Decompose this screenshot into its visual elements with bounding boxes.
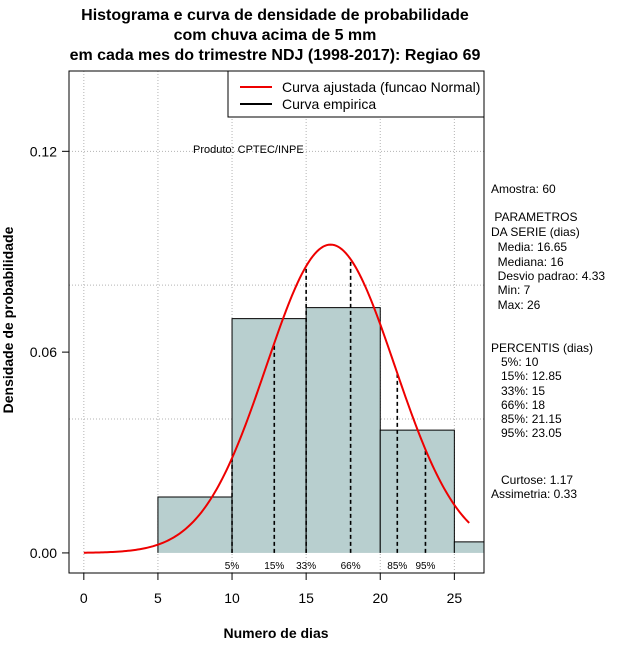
histogram-bar (380, 430, 455, 553)
stat-p5: 5%: 10 (491, 355, 539, 369)
x-tick-label: 25 (447, 590, 463, 606)
legend: Curva ajustada (funcao Normal) Curva emp… (227, 70, 485, 118)
percentile-label: 15% (264, 561, 284, 572)
product-label: Produto: CPTEC/INPE (193, 144, 304, 156)
stat-media: Media: 16.65 (491, 240, 568, 254)
x-tick-label: 15 (298, 590, 314, 606)
stat-min: Min: 7 (491, 283, 531, 297)
chart-title-line-1: Histograma e curva de densidade de proba… (81, 7, 469, 24)
percentile-lines-layer: 5% 15% 33% 66% 85% 95% (225, 259, 436, 572)
x-tick-label: 0 (80, 590, 88, 606)
histogram-bar (454, 541, 484, 553)
stat-assimetria: Assimetria: 0.33 (491, 487, 578, 501)
legend-box (227, 70, 485, 118)
stat-p95: 95%: 23.05 (491, 426, 562, 440)
histogram-bar (306, 307, 381, 553)
stat-parametros-header-2: DA SERIE (dias) (491, 225, 580, 239)
y-tick-label: 0.00 (30, 545, 57, 561)
stat-curtose: Curtose: 1.17 (491, 473, 574, 487)
stat-p66: 66%: 18 (491, 398, 546, 412)
histogram-bar (157, 497, 233, 553)
stat-max: Max: 26 (491, 298, 541, 312)
legend-label-fitted: Curva ajustada (funcao Normal) (282, 79, 480, 95)
legend-label-empirical: Curva empirica (282, 96, 376, 112)
histogram-bar (232, 318, 307, 553)
stat-desvio: Desvio padrao: 4.33 (491, 269, 606, 283)
stat-amostra: Amostra: 60 (491, 182, 556, 196)
x-axis-label: Numero de dias (223, 625, 328, 641)
x-tick-label: 5 (154, 590, 162, 606)
x-tick-label: 20 (372, 590, 388, 606)
stat-p33: 33%: 15 (491, 384, 546, 398)
x-tick-label: 10 (224, 590, 240, 606)
y-axis-label: Densidade de probabilidade (0, 226, 16, 413)
stat-parametros-header-1: PARAMETROS (491, 210, 578, 224)
chart-title-line-3: em cada mes do trimestre NDJ (1998-2017)… (69, 47, 481, 64)
axes-layer: 0 5 10 15 20 25 0.00 0.06 0.12 (30, 143, 463, 606)
stat-p15: 15%: 12.85 (491, 369, 562, 383)
y-tick-label: 0.06 (30, 344, 57, 360)
stat-p85: 85%: 21.15 (491, 412, 562, 426)
percentile-label: 95% (415, 561, 435, 572)
bars-layer (157, 307, 485, 553)
stat-mediana: Mediana: 16 (491, 255, 564, 269)
percentile-label: 66% (341, 561, 361, 572)
percentile-label: 5% (225, 561, 240, 572)
stat-percentis-header: PERCENTIS (dias) (491, 341, 594, 355)
y-tick-label: 0.12 (30, 143, 57, 159)
percentile-label: 85% (387, 561, 407, 572)
chart-title-line-2: com chuva acima de 5 mm (173, 27, 377, 44)
percentile-label: 33% (296, 561, 316, 572)
curve-layer (83, 243, 470, 554)
normal-fit-curve (83, 243, 470, 554)
